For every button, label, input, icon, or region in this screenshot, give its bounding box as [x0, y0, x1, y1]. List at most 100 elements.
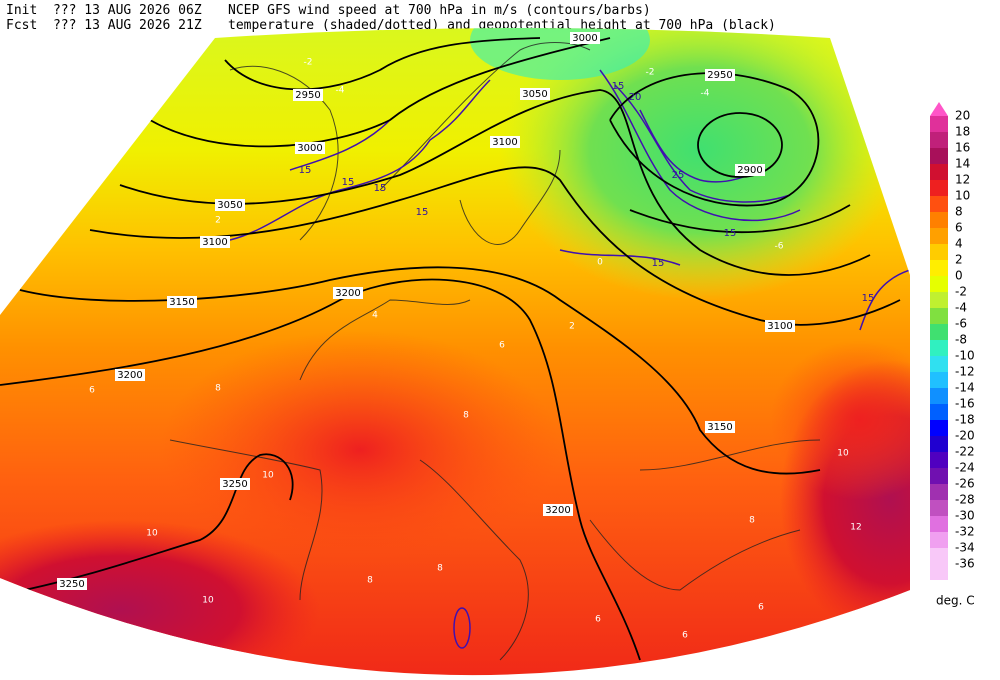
temperature-label: 6 — [758, 603, 764, 613]
colorbar-label: -26 — [955, 477, 975, 491]
colorbar-swatch — [930, 132, 948, 148]
colorbar-label: 16 — [955, 141, 970, 155]
warm-area — [160, 330, 560, 570]
temperature-label: 8 — [367, 576, 373, 586]
temperature-label: 0 — [597, 258, 603, 268]
temperature-label: 2 — [569, 322, 575, 332]
colorbar-swatch — [930, 212, 948, 228]
colorbar-label: -10 — [955, 349, 975, 363]
temperature-label: 6 — [89, 386, 95, 396]
height-contour — [629, 204, 851, 234]
colorbar-swatch — [930, 324, 948, 340]
height-contours — [0, 37, 901, 661]
colorbar-swatch — [930, 228, 948, 244]
height-label-bg — [200, 236, 230, 248]
height-label-bg — [705, 421, 735, 433]
height-contour — [119, 89, 871, 276]
temperature-label: 10 — [262, 471, 274, 481]
colorbar-label: -8 — [955, 333, 967, 347]
colorbar-swatch — [930, 500, 948, 516]
temperature-label: 12 — [850, 523, 861, 533]
temperature-label: 10 — [146, 529, 158, 539]
wind-label: 15 — [862, 293, 875, 304]
height-contour — [697, 112, 783, 178]
height-contour — [19, 266, 821, 475]
coastline — [589, 519, 801, 591]
height-label-bg — [57, 578, 87, 590]
colorbar-label: -18 — [955, 413, 975, 427]
cold-area — [470, 28, 650, 80]
temperature-label: 2 — [215, 216, 221, 226]
wind-label: 15 — [299, 165, 312, 176]
temperature-label: -6 — [775, 242, 784, 252]
colorbar-swatch — [930, 164, 948, 180]
wind-label: 15 — [374, 183, 387, 194]
temperature-label: -4 — [336, 86, 345, 96]
colorbar-label: -6 — [955, 317, 967, 331]
colorbar-swatch — [930, 276, 948, 292]
height-label: 3150 — [707, 422, 732, 433]
colorbar-label: -32 — [955, 525, 975, 539]
temperature-label: 8 — [437, 564, 443, 574]
height-label-bg — [570, 32, 600, 44]
colorbar-swatch — [930, 484, 948, 500]
height-label-bg — [520, 88, 550, 100]
coastline — [229, 65, 339, 241]
colorbar-label: -12 — [955, 365, 975, 379]
colorbar-label: 0 — [955, 269, 963, 283]
colorbar-label: 2 — [955, 253, 963, 267]
coastline — [419, 459, 529, 661]
colorbar-label: 20 — [955, 109, 970, 123]
coastline — [639, 439, 821, 471]
coastline — [169, 439, 323, 601]
temperature-label: 8 — [749, 516, 755, 526]
colorbar-swatch — [930, 372, 948, 388]
wind-label: 20 — [629, 92, 642, 103]
height-label: 3050 — [522, 89, 547, 100]
temperature-label: 10 — [837, 449, 849, 459]
wind-contour — [559, 249, 681, 266]
temperature-label: 6 — [595, 615, 601, 625]
colorbar-label: 8 — [955, 205, 963, 219]
colorbar-label: -2 — [955, 285, 967, 299]
colorbar-label: -4 — [955, 301, 967, 315]
header-title: NCEP GFS wind speed at 700 hPa in m/s (c… — [228, 3, 651, 18]
height-label: 2950 — [295, 90, 320, 101]
colorbar-label: -16 — [955, 397, 975, 411]
temperature-label: 4 — [372, 311, 378, 321]
colorbar-swatch — [930, 260, 948, 276]
height-contour — [224, 37, 541, 91]
colorbar-swatch — [930, 564, 948, 580]
height-label: 3100 — [767, 321, 792, 332]
header-forecast: Fcst ??? 13 AUG 2026 21Z — [6, 18, 202, 33]
height-label-bg — [543, 504, 573, 516]
colorbar-label: -24 — [955, 461, 975, 475]
height-label-bg — [215, 199, 245, 211]
wind-contour — [614, 84, 791, 203]
wind-label: 15 — [652, 258, 665, 269]
wind-label: 15 — [416, 207, 429, 218]
colorbar-unit: deg. C — [936, 594, 975, 608]
temperature-label: -4 — [701, 89, 710, 99]
temperature-label: 6 — [682, 631, 688, 641]
colorbar-swatch — [930, 516, 948, 532]
colorbar: 20181614121086420-2-4-6-8-10-12-14-16-18… — [930, 102, 975, 608]
colorbar-swatch — [930, 244, 948, 260]
colorbar-label: 12 — [955, 173, 970, 187]
height-label: 3050 — [217, 200, 242, 211]
colorbar-swatch — [930, 356, 948, 372]
height-label: 3200 — [545, 505, 570, 516]
colorbar-swatch — [930, 116, 948, 132]
height-label: 3200 — [117, 370, 142, 381]
colorbar-swatch — [930, 196, 948, 212]
height-label-bg — [765, 320, 795, 332]
colorbar-swatch — [930, 388, 948, 404]
colorbar-label: 10 — [955, 189, 970, 203]
height-label-bg — [333, 287, 363, 299]
height-label-bg — [735, 164, 765, 176]
wind-contours — [229, 69, 910, 649]
temperature-label: 10 — [202, 596, 214, 606]
map-labels: 3000 2950 3050 2950 3100 3000 2900 3050 3100 3150… — [57, 32, 874, 641]
